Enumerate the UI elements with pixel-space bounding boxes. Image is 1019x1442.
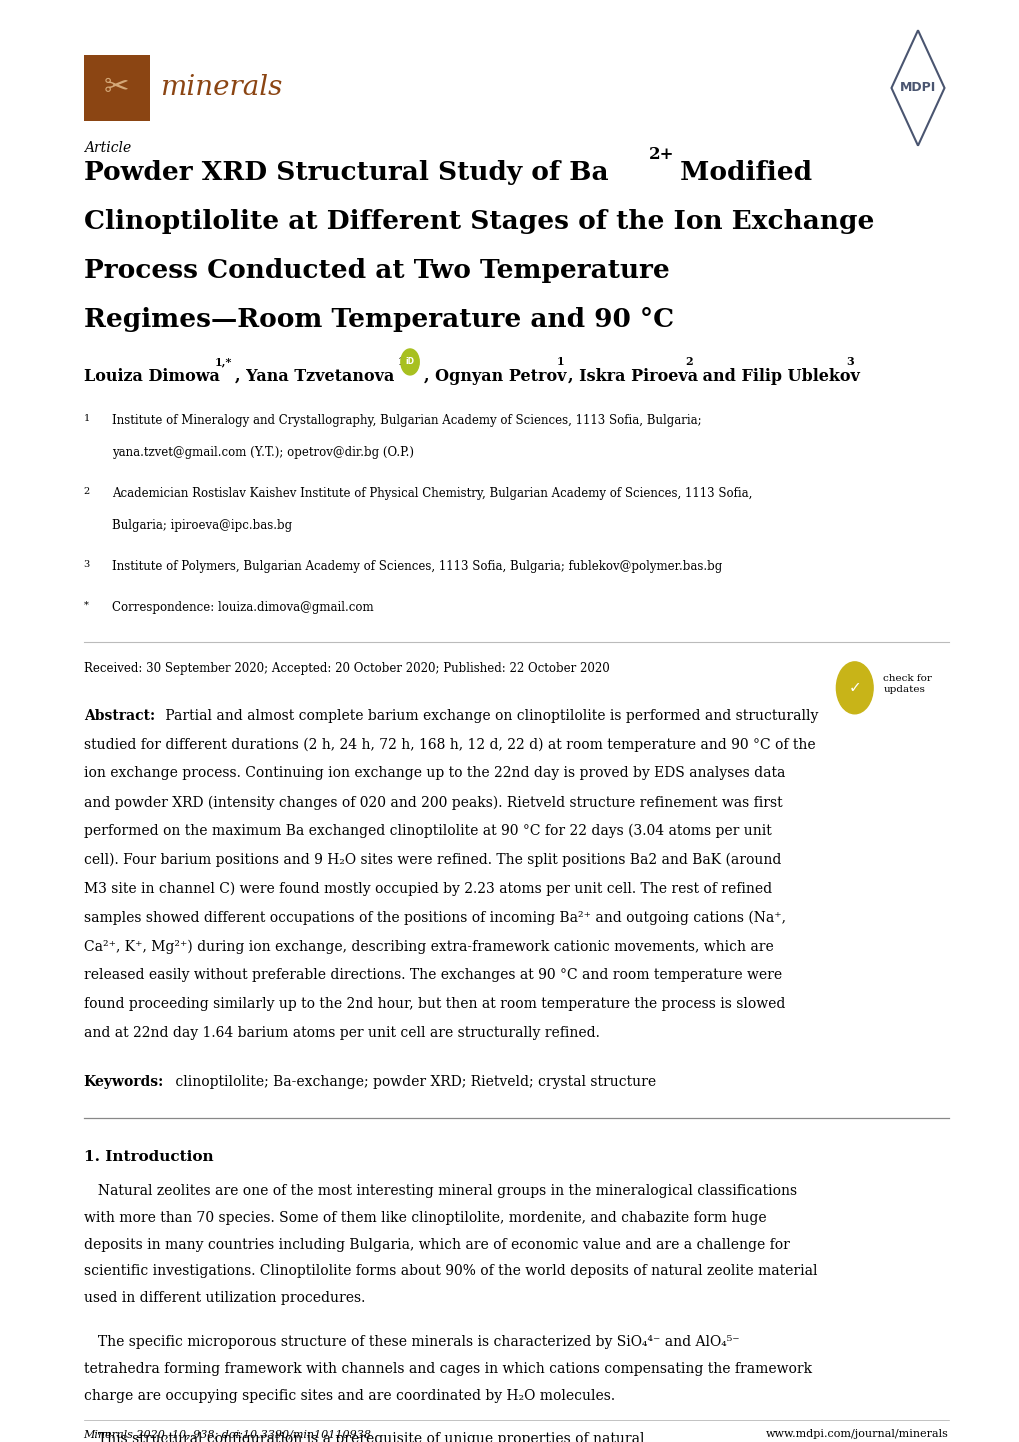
- Text: Natural zeolites are one of the most interesting mineral groups in the mineralog: Natural zeolites are one of the most int…: [84, 1184, 796, 1198]
- Text: ✂: ✂: [104, 74, 129, 102]
- Text: minerals: minerals: [160, 75, 282, 101]
- Text: Institute of Mineralogy and Crystallography, Bulgarian Academy of Sciences, 1113: Institute of Mineralogy and Crystallogra…: [112, 414, 701, 427]
- Text: yana.tzvet@gmail.com (Y.T.); opetrov@dir.bg (O.P.): yana.tzvet@gmail.com (Y.T.); opetrov@dir…: [112, 446, 414, 459]
- Text: clinoptilolite; Ba-exchange; powder XRD; Rietveld; crystal structure: clinoptilolite; Ba-exchange; powder XRD;…: [171, 1074, 656, 1089]
- Text: check for
updates: check for updates: [882, 673, 931, 694]
- Text: tetrahedra forming framework with channels and cages in which cations compensati: tetrahedra forming framework with channe…: [84, 1361, 811, 1376]
- Text: Regimes—Room Temperature and 90 °C: Regimes—Room Temperature and 90 °C: [84, 307, 674, 332]
- Text: MDPI: MDPI: [899, 81, 935, 95]
- Text: Louiza Dimowa: Louiza Dimowa: [84, 368, 219, 385]
- Text: Academician Rostislav Kaishev Institute of Physical Chemistry, Bulgarian Academy: Academician Rostislav Kaishev Institute …: [112, 487, 752, 500]
- Text: 3: 3: [846, 356, 854, 368]
- Text: , Yana Tzvetanova: , Yana Tzvetanova: [234, 368, 393, 385]
- Text: , Iskra Piroeva: , Iskra Piroeva: [568, 368, 698, 385]
- Text: 2: 2: [84, 487, 90, 496]
- Text: M3 site in channel C) were found mostly occupied by 2.23 atoms per unit cell. Th: M3 site in channel C) were found mostly …: [84, 881, 771, 895]
- Text: Article: Article: [84, 141, 130, 156]
- Text: ion exchange process. Continuing ion exchange up to the 22nd day is proved by ED: ion exchange process. Continuing ion exc…: [84, 766, 785, 780]
- Text: 1,*: 1,*: [214, 356, 231, 368]
- Text: Process Conducted at Two Temperature: Process Conducted at Two Temperature: [84, 258, 668, 283]
- Text: Bulgaria; ipiroeva@ipc.bas.bg: Bulgaria; ipiroeva@ipc.bas.bg: [112, 519, 292, 532]
- Text: www.mdpi.com/journal/minerals: www.mdpi.com/journal/minerals: [765, 1429, 948, 1439]
- Text: charge are occupying specific sites and are coordinated by H₂O molecules.: charge are occupying specific sites and …: [84, 1389, 614, 1403]
- Text: *: *: [84, 601, 89, 610]
- Text: ✓: ✓: [848, 681, 860, 695]
- Text: iD: iD: [406, 358, 414, 366]
- Text: 3: 3: [84, 559, 90, 568]
- Text: and Filip Ublekov: and Filip Ublekov: [696, 368, 859, 385]
- Text: Ca²⁺, K⁺, Mg²⁺) during ion exchange, describing extra-framework cationic movemen: Ca²⁺, K⁺, Mg²⁺) during ion exchange, des…: [84, 939, 772, 953]
- Text: and powder XRD (intensity changes of 020 and 200 peaks). Rietveld structure refi: and powder XRD (intensity changes of 020…: [84, 795, 782, 809]
- Circle shape: [400, 349, 419, 375]
- Text: 2: 2: [685, 356, 692, 368]
- Text: used in different utilization procedures.: used in different utilization procedures…: [84, 1291, 365, 1305]
- Text: Correspondence: louiza.dimova@gmail.com: Correspondence: louiza.dimova@gmail.com: [112, 601, 373, 614]
- Text: Clinoptilolite at Different Stages of the Ion Exchange: Clinoptilolite at Different Stages of th…: [84, 209, 873, 234]
- Text: 1: 1: [397, 356, 405, 368]
- Text: released easily without preferable directions. The exchanges at 90 °C and room t: released easily without preferable direc…: [84, 968, 781, 982]
- Text: with more than 70 species. Some of them like clinoptilolite, mordenite, and chab: with more than 70 species. Some of them …: [84, 1211, 765, 1226]
- Text: performed on the maximum Ba exchanged clinoptilolite at 90 °C for 22 days (3.04 : performed on the maximum Ba exchanged cl…: [84, 823, 770, 838]
- Text: The specific microporous structure of these minerals is characterized by SiO₄⁴⁻ : The specific microporous structure of th…: [84, 1335, 739, 1350]
- Text: Abstract:: Abstract:: [84, 708, 155, 722]
- Text: samples showed different occupations of the positions of incoming Ba²⁺ and outgo: samples showed different occupations of …: [84, 910, 785, 924]
- Text: Partial and almost complete barium exchange on clinoptilolite is performed and s: Partial and almost complete barium excha…: [161, 708, 817, 722]
- Text: , Ognyan Petrov: , Ognyan Petrov: [424, 368, 567, 385]
- Text: Minerals 2020, 10, 938; doi:10.3390/min10110938: Minerals 2020, 10, 938; doi:10.3390/min1…: [84, 1429, 371, 1439]
- Text: deposits in many countries including Bulgaria, which are of economic value and a: deposits in many countries including Bul…: [84, 1237, 789, 1252]
- Text: 2+: 2+: [648, 146, 674, 163]
- Text: 1: 1: [556, 356, 564, 368]
- Text: 1: 1: [84, 414, 90, 423]
- Text: Keywords:: Keywords:: [84, 1074, 164, 1089]
- Text: found proceeding similarly up to the 2nd hour, but then at room temperature the : found proceeding similarly up to the 2nd…: [84, 996, 785, 1011]
- Text: Institute of Polymers, Bulgarian Academy of Sciences, 1113 Sofia, Bulgaria; fubl: Institute of Polymers, Bulgarian Academy…: [112, 559, 721, 572]
- Text: This structural configuration is a prerequisite of unique properties of natural: This structural configuration is a prere…: [84, 1432, 644, 1442]
- Text: and at 22nd day 1.64 barium atoms per unit cell are structurally refined.: and at 22nd day 1.64 barium atoms per un…: [84, 1025, 599, 1040]
- Text: 1. Introduction: 1. Introduction: [84, 1149, 213, 1164]
- Text: Powder XRD Structural Study of Ba: Powder XRD Structural Study of Ba: [84, 160, 607, 185]
- Text: Modified: Modified: [671, 160, 811, 185]
- FancyBboxPatch shape: [84, 55, 150, 121]
- Text: Received: 30 September 2020; Accepted: 20 October 2020; Published: 22 October 20: Received: 30 September 2020; Accepted: 2…: [84, 662, 608, 675]
- Text: cell). Four barium positions and 9 H₂O sites were refined. The split positions B: cell). Four barium positions and 9 H₂O s…: [84, 852, 781, 867]
- Text: scientific investigations. Clinoptilolite forms about 90% of the world deposits : scientific investigations. Clinoptilolit…: [84, 1265, 816, 1279]
- Text: studied for different durations (2 h, 24 h, 72 h, 168 h, 12 d, 22 d) at room tem: studied for different durations (2 h, 24…: [84, 737, 814, 751]
- Circle shape: [836, 662, 872, 714]
